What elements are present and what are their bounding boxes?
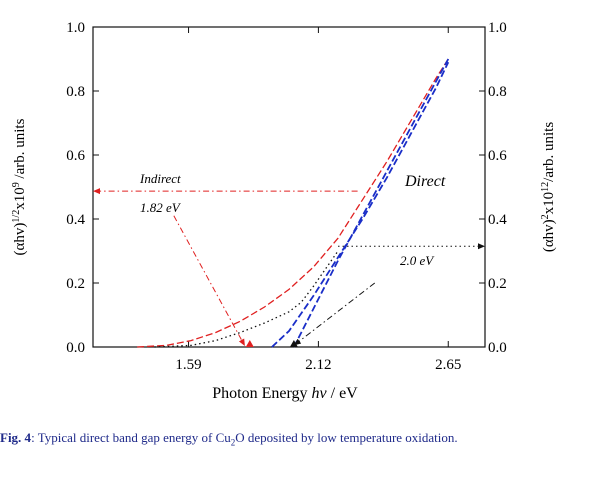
indirect-label: Indirect	[139, 171, 181, 186]
x-axis-label: Photon Energy hv / eV	[212, 385, 358, 402]
right-y-tick-label: 0.4	[488, 212, 507, 228]
band-gap-marker	[245, 340, 254, 347]
plot-frame	[92, 26, 486, 348]
right-y-tick-label: 0.8	[488, 84, 507, 100]
annotation-arrow	[173, 215, 246, 347]
figure-caption: Fig. 4: Typical direct band gap energy o…	[0, 430, 598, 448]
caption-subscript: 2	[230, 437, 236, 448]
left-y-tick-label: 1.0	[66, 20, 85, 36]
indirect-value-label: 1.82 eV	[140, 200, 182, 215]
left-y-axis-label: (αhv)1/2x109 /arb. units	[11, 118, 29, 255]
direct-value-label: 2.0 eV	[400, 253, 435, 268]
caption-text-before: : Typical direct band gap energy of Cu	[31, 430, 231, 445]
series-line	[271, 61, 450, 348]
right-y-axis-ticks: 0.0 0.2 0.4 0.6 0.8 1.0	[479, 20, 507, 356]
direct-label: Direct	[404, 173, 446, 190]
right-y-tick-label: 0.6	[488, 148, 507, 164]
x-tick-label: 1.59	[175, 357, 201, 373]
right-y-tick-label: 1.0	[488, 20, 507, 36]
series-line	[137, 58, 449, 348]
right-y-tick-label: 0.2	[488, 276, 507, 292]
left-y-tick-label: 0.0	[66, 340, 85, 356]
x-tick-label: 2.65	[435, 357, 461, 373]
right-y-axis-label: (αhv)2x1012/arb. units	[540, 122, 558, 253]
caption-text-after: O deposited by low temperature oxidation…	[235, 430, 458, 445]
data-series	[137, 58, 450, 348]
left-y-axis-ticks: 0.0 0.2 0.4 0.6 0.8 1.0	[66, 20, 99, 356]
caption-label: Fig. 4	[0, 430, 32, 445]
x-tick-label: 2.12	[305, 357, 331, 373]
x-axis-ticks: 1.59 2.12 2.65	[175, 27, 461, 373]
band-gap-markers	[245, 340, 298, 347]
annotation-arrow	[293, 282, 376, 346]
band-gap-marker	[289, 340, 298, 347]
series-line	[293, 58, 450, 348]
left-y-tick-label: 0.4	[66, 212, 85, 228]
series-line	[154, 250, 339, 348]
annotation-arrows	[93, 188, 485, 347]
left-y-tick-label: 0.2	[66, 276, 85, 292]
right-y-tick-label: 0.0	[488, 340, 507, 356]
left-y-tick-label: 0.6	[66, 148, 85, 164]
left-y-tick-label: 0.8	[66, 84, 85, 100]
